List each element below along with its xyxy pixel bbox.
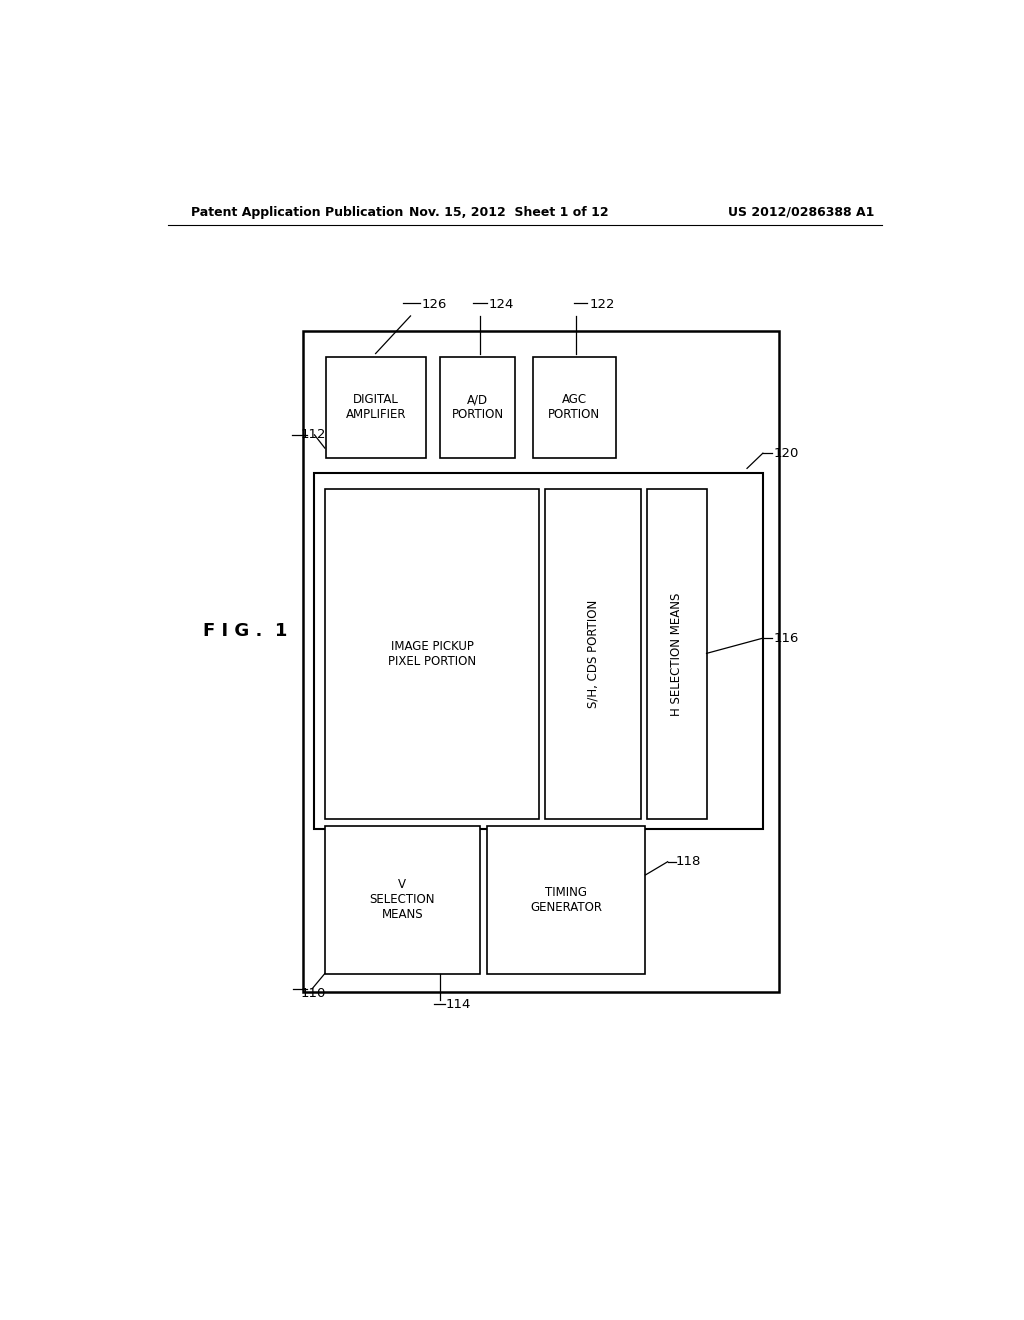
Bar — [314, 474, 763, 829]
Text: Nov. 15, 2012  Sheet 1 of 12: Nov. 15, 2012 Sheet 1 of 12 — [410, 206, 608, 219]
Bar — [327, 356, 426, 458]
Bar — [303, 331, 778, 991]
Text: 126: 126 — [422, 298, 447, 312]
Bar — [325, 826, 479, 974]
Text: V
SELECTION
MEANS: V SELECTION MEANS — [370, 878, 435, 921]
Bar — [647, 488, 707, 818]
Text: H SELECTION MEANS: H SELECTION MEANS — [671, 593, 683, 715]
Text: 114: 114 — [445, 998, 471, 1011]
Bar — [546, 488, 641, 818]
Text: TIMING
GENERATOR: TIMING GENERATOR — [530, 886, 602, 913]
Text: S/H, CDS PORTION: S/H, CDS PORTION — [587, 599, 599, 708]
Bar — [486, 826, 645, 974]
Bar — [532, 356, 616, 458]
Text: DIGITAL
AMPLIFIER: DIGITAL AMPLIFIER — [346, 393, 407, 421]
Text: A/D
PORTION: A/D PORTION — [452, 393, 504, 421]
Text: US 2012/0286388 A1: US 2012/0286388 A1 — [728, 206, 873, 219]
Text: Patent Application Publication: Patent Application Publication — [191, 206, 403, 219]
Text: 112: 112 — [301, 429, 327, 441]
Text: 122: 122 — [589, 298, 614, 312]
Text: 118: 118 — [676, 855, 701, 869]
Text: 120: 120 — [773, 446, 799, 459]
Bar — [325, 488, 539, 818]
Text: 124: 124 — [488, 298, 514, 312]
Text: IMAGE PICKUP
PIXEL PORTION: IMAGE PICKUP PIXEL PORTION — [388, 640, 476, 668]
Bar — [440, 356, 515, 458]
Text: AGC
PORTION: AGC PORTION — [548, 393, 600, 421]
Text: F I G .  1: F I G . 1 — [204, 622, 288, 640]
Text: 110: 110 — [301, 987, 327, 1001]
Text: 116: 116 — [773, 632, 799, 644]
